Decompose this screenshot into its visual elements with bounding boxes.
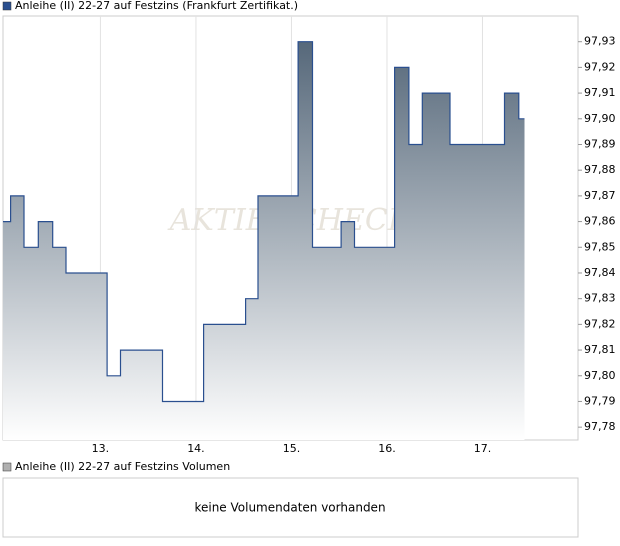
y-tick-label: 97,91: [584, 86, 616, 99]
y-tick-label: 97,88: [584, 163, 616, 176]
y-tick-label: 97,84: [584, 266, 616, 279]
line: [3, 41, 525, 403]
x-tick-label: 15.: [283, 442, 301, 455]
y-tick-label: 97,79: [584, 394, 616, 407]
x-tick-label: 13.: [92, 442, 110, 455]
y-tick-label: 97,93: [584, 35, 616, 48]
y-tick-label: 97,83: [584, 292, 616, 305]
y-tick-label: 97,80: [584, 369, 616, 382]
y-tick-label: 97,90: [584, 112, 616, 125]
legend-label: Anleihe (II) 22-27 auf Festzins Volumen: [15, 460, 230, 473]
legend-label: Anleihe (II) 22-27 auf Festzins (Frankfu…: [15, 0, 298, 12]
y-tick-label: 97,86: [584, 215, 616, 228]
volume-frame: [2, 477, 579, 538]
area: [3, 41, 525, 440]
y-tick-label: 97,81: [584, 343, 616, 356]
y-tick-label: 97,87: [584, 189, 616, 202]
y-tick-label: 97,78: [584, 420, 616, 433]
y-tick-label: 97,92: [584, 60, 616, 73]
y-tick-label: 97,85: [584, 240, 616, 253]
x-tick-label: 16.: [378, 442, 396, 455]
x-tick-label: 14.: [187, 442, 205, 455]
x-tick-label: 17.: [474, 442, 492, 455]
y-tick-label: 97,82: [584, 317, 616, 330]
y-tick-label: 97,89: [584, 137, 616, 150]
no-data-message: keine Volumendaten vorhanden: [194, 501, 385, 515]
legend-swatch: [2, 462, 12, 472]
legend-swatch: [2, 1, 12, 11]
